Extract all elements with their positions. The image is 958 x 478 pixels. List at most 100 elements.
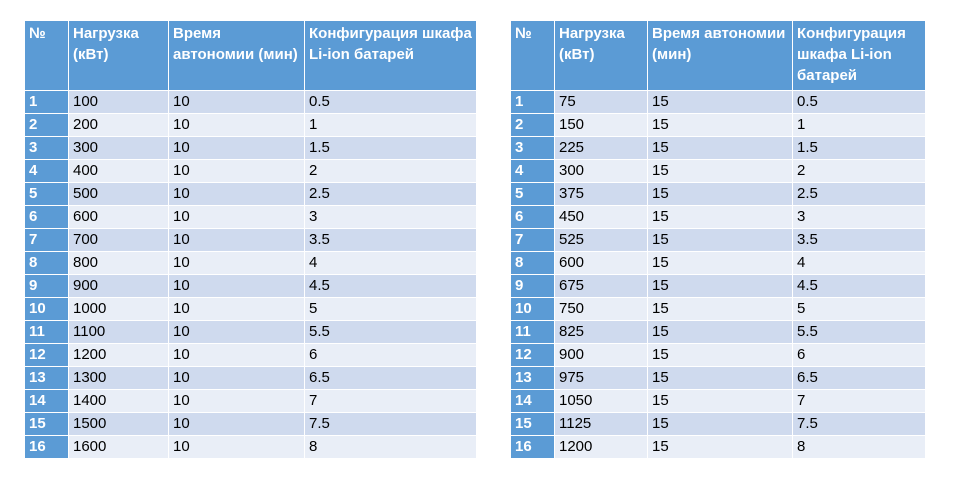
table-row: 3 225 15 1.5 (510, 136, 926, 160)
row-number: 8 (24, 251, 69, 275)
row-number: 14 (24, 389, 69, 413)
table-row: 15 1125 15 7.5 (510, 412, 926, 436)
table-row: 4 400 10 2 (24, 159, 477, 183)
table-row: 15 1500 10 7.5 (24, 412, 477, 436)
table-row: 10 750 15 5 (510, 297, 926, 321)
backup-time-cell: 15 (647, 205, 793, 229)
backup-time-cell: 10 (168, 274, 305, 298)
table-row: 14 1400 10 7 (24, 389, 477, 413)
table-row: 1 100 10 0.5 (24, 90, 477, 114)
row-number: 15 (24, 412, 69, 436)
header-configuration: Конфигурация шкафа Li-ion батарей (304, 20, 477, 91)
configuration-cell: 3.5 (304, 228, 477, 252)
header-load: Нагрузка (кВт) (554, 20, 648, 91)
row-number: 8 (510, 251, 555, 275)
row-number: 9 (510, 274, 555, 298)
configuration-cell: 1 (792, 113, 926, 137)
row-number: 1 (24, 90, 69, 114)
load-cell: 600 (68, 205, 169, 229)
row-number: 13 (24, 366, 69, 390)
configuration-cell: 6.5 (304, 366, 477, 390)
row-number: 14 (510, 389, 555, 413)
row-number: 9 (24, 274, 69, 298)
load-cell: 1500 (68, 412, 169, 436)
table-row: 11 825 15 5.5 (510, 320, 926, 344)
load-cell: 75 (554, 90, 648, 114)
backup-time-cell: 10 (168, 159, 305, 183)
row-number: 15 (510, 412, 555, 436)
table-row: 14 1050 15 7 (510, 389, 926, 413)
row-number: 16 (510, 435, 555, 459)
backup-time-cell: 15 (647, 136, 793, 160)
configuration-cell: 0.5 (304, 90, 477, 114)
row-number: 2 (510, 113, 555, 137)
row-number: 7 (24, 228, 69, 252)
table-row: 6 600 10 3 (24, 205, 477, 229)
configuration-cell: 4.5 (304, 274, 477, 298)
load-cell: 1050 (554, 389, 648, 413)
backup-time-cell: 15 (647, 159, 793, 183)
load-cell: 400 (68, 159, 169, 183)
configuration-cell: 5.5 (304, 320, 477, 344)
row-number: 13 (510, 366, 555, 390)
header-backup-time: Время автономии (мин) (168, 20, 305, 91)
configuration-cell: 3 (792, 205, 926, 229)
backup-time-cell: 15 (647, 274, 793, 298)
table-row: 2 150 15 1 (510, 113, 926, 137)
row-number: 2 (24, 113, 69, 137)
configuration-cell: 5.5 (792, 320, 926, 344)
table-row: 5 375 15 2.5 (510, 182, 926, 206)
backup-time-cell: 10 (168, 389, 305, 413)
configuration-cell: 4 (304, 251, 477, 275)
configuration-cell: 7 (792, 389, 926, 413)
load-cell: 300 (68, 136, 169, 160)
configuration-cell: 7.5 (792, 412, 926, 436)
backup-time-cell: 10 (168, 182, 305, 206)
table-row: 3 300 10 1.5 (24, 136, 477, 160)
configuration-cell: 2.5 (792, 182, 926, 206)
row-number: 4 (24, 159, 69, 183)
load-cell: 900 (68, 274, 169, 298)
backup-time-cell: 15 (647, 389, 793, 413)
configuration-cell: 1 (304, 113, 477, 137)
table-row: 9 675 15 4.5 (510, 274, 926, 298)
row-number: 10 (24, 297, 69, 321)
configuration-cell: 2 (792, 159, 926, 183)
table-row: 4 300 15 2 (510, 159, 926, 183)
load-cell: 225 (554, 136, 648, 160)
load-cell: 975 (554, 366, 648, 390)
row-number: 6 (24, 205, 69, 229)
backup-time-cell: 10 (168, 297, 305, 321)
header-row: № Нагрузка (кВт) Время автономии (мин) К… (510, 20, 926, 91)
backup-time-cell: 10 (168, 343, 305, 367)
load-cell: 1300 (68, 366, 169, 390)
backup-time-cell: 15 (647, 251, 793, 275)
configuration-cell: 7 (304, 389, 477, 413)
row-number: 11 (510, 320, 555, 344)
load-cell: 1000 (68, 297, 169, 321)
table-row: 16 1200 15 8 (510, 435, 926, 459)
backup-time-cell: 10 (168, 90, 305, 114)
configuration-cell: 6.5 (792, 366, 926, 390)
row-number: 5 (24, 182, 69, 206)
backup-time-cell: 10 (168, 412, 305, 436)
load-cell: 300 (554, 159, 648, 183)
configuration-cell: 1.5 (304, 136, 477, 160)
right-table: № Нагрузка (кВт) Время автономии (мин) К… (510, 20, 926, 459)
table-row: 7 525 15 3.5 (510, 228, 926, 252)
load-cell: 100 (68, 90, 169, 114)
table-row: 1 75 15 0.5 (510, 90, 926, 114)
load-cell: 450 (554, 205, 648, 229)
backup-time-cell: 10 (168, 251, 305, 275)
configuration-cell: 1.5 (792, 136, 926, 160)
load-cell: 500 (68, 182, 169, 206)
header-row: № Нагрузка (кВт) Время автономии (мин) К… (24, 20, 477, 91)
left-table: № Нагрузка (кВт) Время автономии (мин) К… (24, 20, 477, 459)
configuration-cell: 0.5 (792, 90, 926, 114)
backup-time-cell: 10 (168, 205, 305, 229)
table-row: 9 900 10 4.5 (24, 274, 477, 298)
backup-time-cell: 10 (168, 228, 305, 252)
backup-time-cell: 15 (647, 90, 793, 114)
table-row: 13 1300 10 6.5 (24, 366, 477, 390)
configuration-cell: 7.5 (304, 412, 477, 436)
